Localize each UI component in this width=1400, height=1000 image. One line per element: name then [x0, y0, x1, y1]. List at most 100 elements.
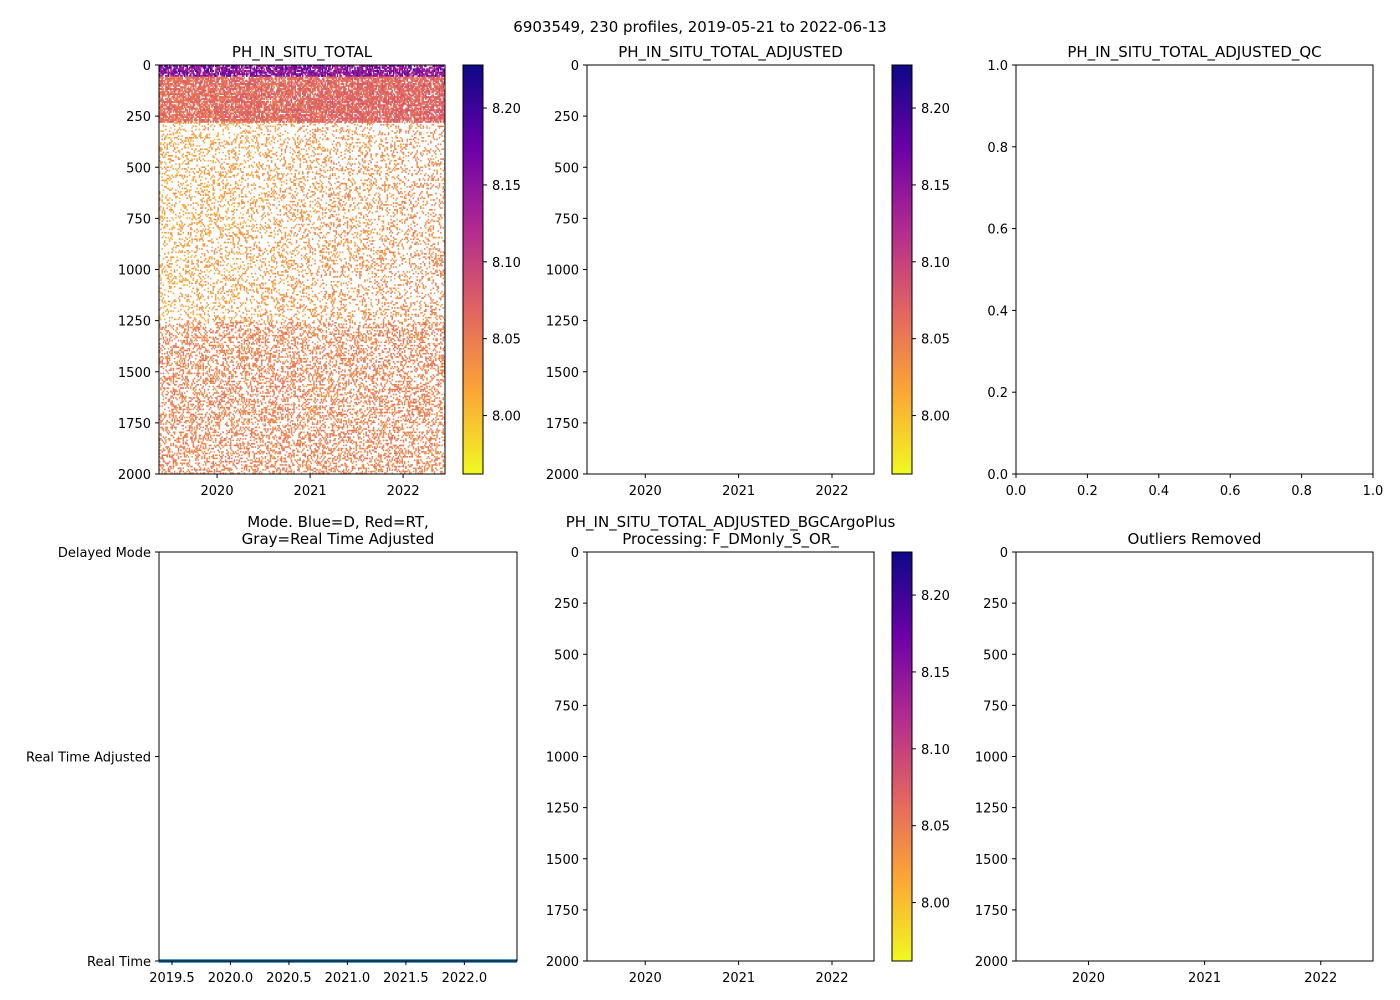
heatmap-cell — [231, 199, 233, 201]
heatmap-cell — [208, 452, 211, 455]
heatmap-cell — [207, 467, 209, 470]
heatmap-cell — [231, 164, 233, 167]
heatmap-cell — [191, 267, 193, 270]
heatmap-cell — [159, 99, 161, 102]
heatmap-cell — [221, 79, 223, 82]
heatmap-cell — [227, 467, 229, 470]
heatmap-cell — [193, 428, 196, 430]
heatmap-cell — [186, 451, 188, 453]
heatmap-cell — [160, 74, 162, 77]
heatmap-cell — [210, 436, 212, 438]
heatmap-cell — [215, 117, 217, 120]
heatmap-cell — [200, 132, 202, 134]
heatmap-cell — [196, 303, 198, 306]
heatmap-cell — [224, 403, 227, 406]
heatmap-cell — [208, 400, 211, 402]
heatmap-cell — [227, 413, 229, 416]
heatmap-cell — [227, 364, 229, 366]
heatmap-cell — [191, 97, 193, 100]
heatmap-cell — [176, 452, 178, 455]
heatmap-cell — [205, 442, 207, 445]
heatmap-cell — [159, 460, 161, 463]
heatmap-cell — [213, 348, 216, 350]
heatmap-cell — [200, 235, 202, 237]
heatmap-cell — [229, 336, 232, 339]
heatmap-cell — [228, 274, 231, 276]
heatmap-cell — [170, 155, 172, 157]
heatmap-cell — [208, 114, 211, 117]
heatmap-cell — [161, 94, 163, 97]
heatmap-cell — [168, 377, 171, 380]
heatmap-cell — [215, 141, 217, 144]
heatmap-cell — [173, 204, 176, 206]
heatmap-cell — [228, 370, 231, 373]
heatmap-cell — [193, 351, 196, 353]
heatmap-cell — [207, 117, 209, 120]
heatmap-cell — [165, 326, 167, 329]
heatmap-cell — [172, 282, 175, 285]
heatmap-cell — [168, 287, 171, 290]
heatmap-cell — [201, 248, 203, 250]
heatmap-cell — [180, 449, 182, 452]
heatmap-cell — [219, 119, 222, 122]
heatmap-cell — [195, 436, 197, 438]
heatmap-cell — [215, 213, 217, 216]
heatmap-cell — [216, 397, 218, 399]
heatmap-cell — [208, 223, 211, 226]
heatmap-cell — [212, 192, 214, 195]
heatmap-cell — [227, 346, 229, 348]
heatmap-cell — [171, 181, 173, 183]
heatmap-cell — [208, 240, 211, 242]
heatmap-cell — [166, 308, 168, 311]
heatmap-cell — [166, 83, 168, 86]
heatmap-cell — [222, 110, 224, 113]
heatmap-cell — [160, 372, 162, 375]
heatmap-cell — [213, 179, 216, 182]
heatmap-cell — [162, 423, 165, 425]
heatmap-cell — [211, 101, 213, 104]
heatmap-cell — [212, 69, 214, 73]
heatmap-cell — [200, 225, 202, 227]
heatmap-cell — [167, 341, 170, 344]
heatmap-cell — [207, 313, 209, 316]
heatmap-cell — [216, 359, 218, 362]
heatmap-cell — [213, 112, 216, 115]
heatmap-cell — [172, 256, 175, 258]
heatmap-cell — [200, 68, 202, 71]
heatmap-cell — [218, 289, 221, 291]
heatmap-cell — [172, 192, 175, 195]
heatmap-cell — [182, 387, 185, 389]
heatmap-cell — [224, 65, 227, 68]
heatmap-cell — [188, 68, 191, 71]
heatmap-cell — [224, 114, 227, 117]
heatmap-cell — [210, 87, 212, 91]
heatmap-cell — [213, 405, 216, 407]
heatmap-cell — [192, 451, 195, 453]
heatmap-cell — [202, 228, 204, 231]
heatmap-cell — [180, 69, 182, 73]
heatmap-cell — [223, 161, 226, 164]
heatmap-cell — [178, 166, 181, 168]
heatmap-cell — [200, 119, 202, 122]
heatmap-cell — [208, 83, 211, 86]
heatmap-cell — [181, 334, 183, 337]
heatmap-cell — [191, 439, 193, 442]
heatmap-cell — [171, 392, 173, 394]
heatmap-cell — [210, 256, 212, 258]
heatmap-cell — [192, 392, 195, 394]
heatmap-cell — [161, 173, 163, 175]
heatmap-cell — [217, 182, 219, 185]
heatmap-cell — [177, 377, 180, 380]
heatmap-cell — [205, 357, 207, 360]
heatmap-cell — [200, 272, 202, 275]
heatmap-cell — [198, 105, 201, 109]
heatmap-cell — [219, 96, 222, 99]
heatmap-cell — [219, 227, 222, 229]
heatmap-cell — [193, 420, 196, 422]
heatmap-cell — [210, 336, 212, 339]
heatmap-cell — [191, 71, 193, 74]
heatmap-cell — [228, 411, 231, 414]
heatmap-cell — [187, 140, 190, 142]
heatmap-cell — [177, 228, 180, 231]
heatmap-cell — [183, 74, 186, 77]
